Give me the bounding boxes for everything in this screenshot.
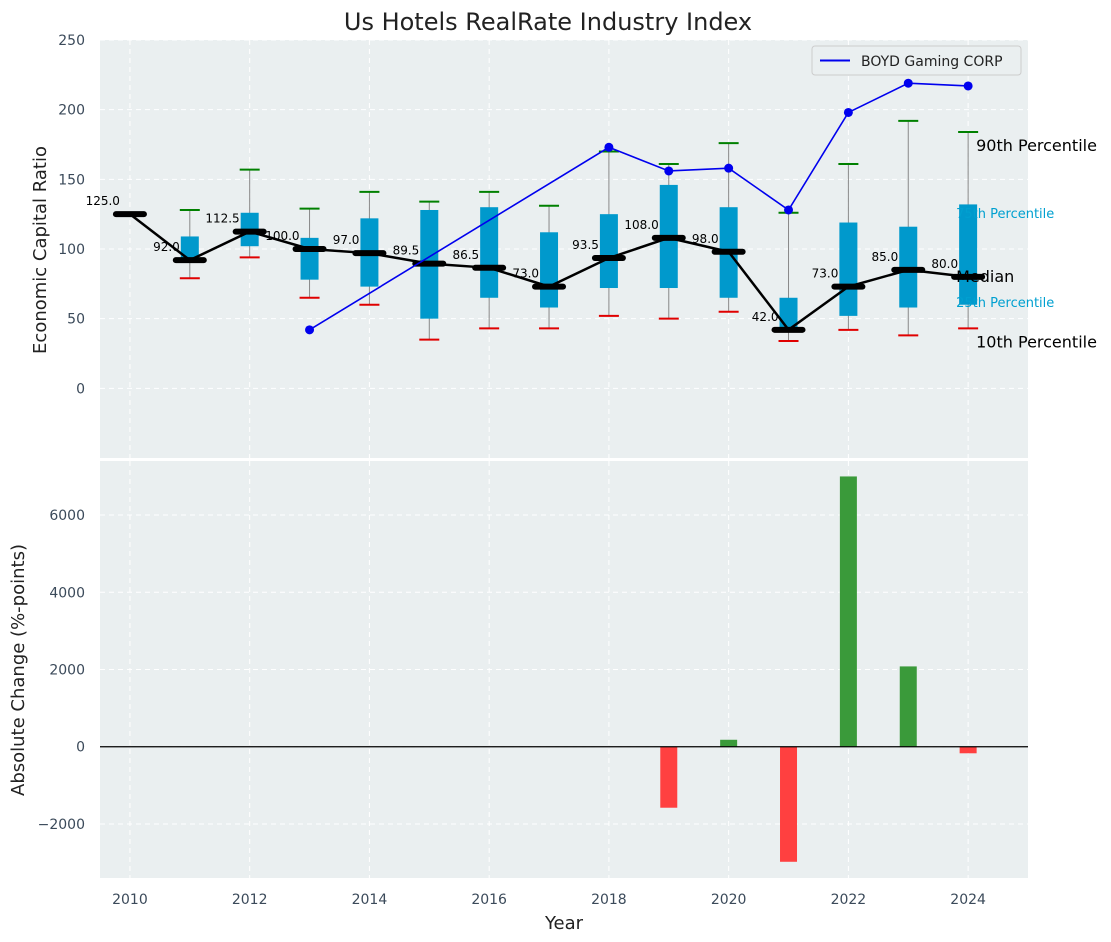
percentile-label-p25: 25th Percentile	[956, 296, 1054, 311]
company-point	[903, 78, 913, 88]
percentile-label-p75: 75th Percentile	[956, 207, 1054, 222]
x-axis-label: Year	[544, 913, 584, 934]
median-value-label: 89.5	[393, 244, 420, 258]
x-tick-label: 2012	[232, 892, 268, 908]
median-value-label: 92.0	[153, 240, 180, 254]
legend: BOYD Gaming CORP	[811, 45, 1022, 76]
median-value-label: 125.0	[86, 194, 120, 208]
change-bar	[720, 739, 738, 747]
bottom-y-axis-label: Absolute Change (%-points)	[8, 544, 29, 796]
company-line	[309, 82, 969, 331]
bottom-y-tick-label: 2000	[49, 663, 85, 679]
change-bar	[839, 476, 857, 747]
top-y-tick-label: 150	[58, 172, 85, 188]
median-value-label: 108.0	[624, 218, 658, 232]
iqr-box	[540, 232, 559, 308]
company-point	[843, 107, 853, 117]
change-bars	[100, 476, 1028, 862]
median-value-label: 97.0	[333, 233, 360, 247]
median-series: 125.0 92.0 112.5 100.0 97.0 89.5 86.5 73.0 93.5 1…	[86, 194, 986, 333]
x-axis: 2010 2012 2014 2016 2018 2020 2022 2024	[112, 892, 986, 908]
change-bar	[660, 746, 678, 808]
bottom-y-tick-label: 4000	[49, 585, 85, 601]
median-value-label: 98.0	[692, 232, 719, 246]
median-value-label: 85.0	[872, 250, 899, 264]
median-value-label: 86.5	[452, 248, 479, 262]
top-y-tick-label: 250	[58, 33, 85, 49]
iqr-box	[480, 207, 499, 298]
x-tick-label: 2010	[112, 892, 148, 908]
median-value-label: 73.0	[812, 267, 839, 281]
iqr-box	[839, 222, 858, 316]
percentile-label-median: Median	[956, 267, 1014, 286]
chart-title: Us Hotels RealRate Industry Index	[344, 8, 752, 36]
company-point	[604, 142, 614, 152]
bottom-y-tick-label: 0	[76, 740, 85, 756]
company-point	[305, 325, 315, 335]
percentile-label-p90: 90th Percentile	[976, 136, 1097, 155]
change-bar	[959, 746, 977, 754]
iqr-box	[300, 237, 319, 280]
company-series	[305, 78, 973, 335]
company-point	[664, 166, 674, 176]
top-y-tick-label: 50	[67, 312, 85, 328]
change-bar	[780, 746, 798, 862]
x-tick-label: 2016	[471, 892, 507, 908]
x-tick-label: 2022	[831, 892, 867, 908]
top-y-tick-label: 0	[76, 381, 85, 397]
iqr-box	[599, 214, 618, 289]
company-point	[963, 81, 973, 91]
bottom-y-tick-label: −2000	[38, 817, 85, 833]
iqr-box	[779, 297, 798, 330]
median-value-label: 112.5	[205, 212, 239, 226]
top-y-axis-label: Economic Capital Ratio	[30, 146, 51, 354]
x-tick-label: 2014	[352, 892, 388, 908]
company-point	[724, 163, 734, 173]
legend-label-company: BOYD Gaming CORP	[861, 54, 1003, 70]
bottom-y-tick-label: 6000	[49, 508, 85, 524]
x-tick-label: 2020	[711, 892, 747, 908]
percentile-labels: 90th Percentile 75th Percentile Median 25th…	[956, 136, 1097, 351]
median-value-label: 73.0	[512, 267, 539, 281]
company-point	[784, 205, 794, 215]
median-value-label: 42.0	[752, 310, 779, 324]
x-tick-label: 2018	[591, 892, 627, 908]
top-y-tick-label: 200	[58, 103, 85, 119]
x-tick-label: 2024	[950, 892, 986, 908]
median-value-label: 93.5	[572, 238, 599, 252]
change-bar	[899, 666, 917, 747]
top-y-tick-label: 100	[58, 242, 85, 258]
median-value-label: 100.0	[265, 229, 299, 243]
bottom-y-axis: −2000 0 2000 4000 6000	[38, 508, 85, 833]
median-value-label: 80.0	[931, 257, 958, 271]
top-y-axis: 0 50 100 150 200 250	[58, 33, 85, 397]
percentile-label-p10: 10th Percentile	[976, 332, 1097, 351]
